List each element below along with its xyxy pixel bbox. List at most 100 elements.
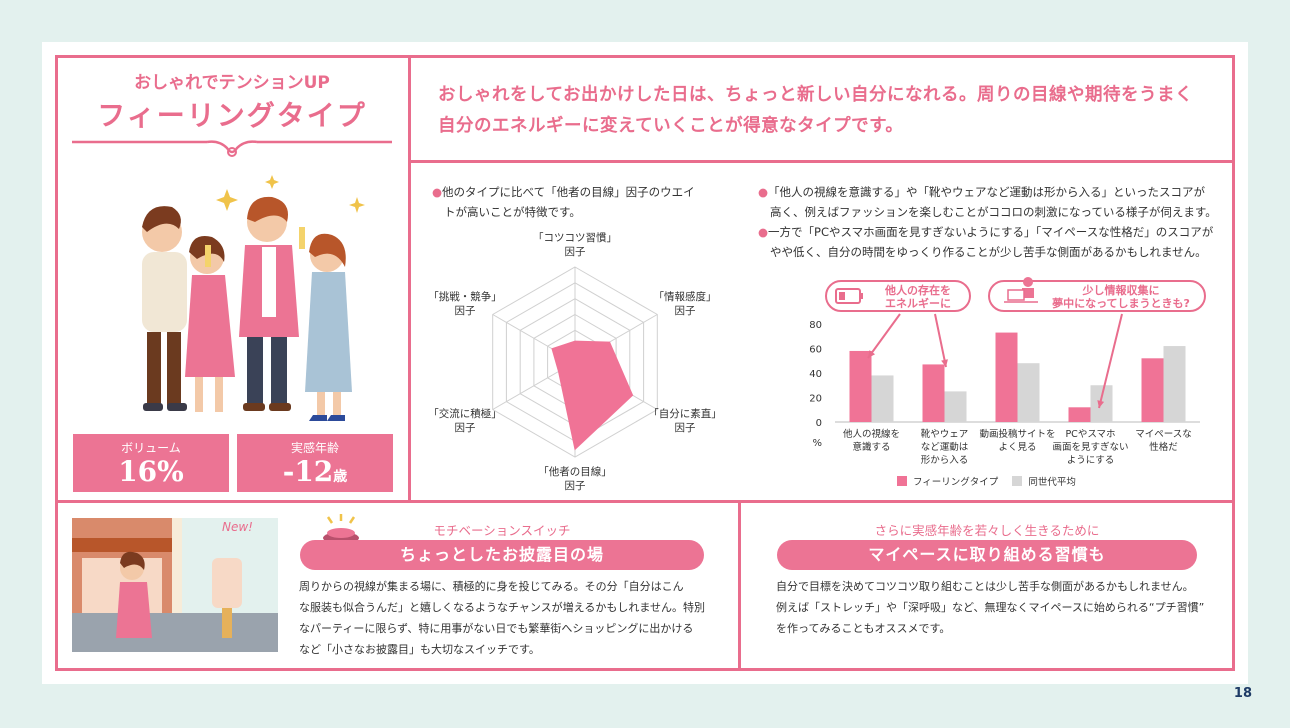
x-category-label-line: PCやスマホ xyxy=(1065,429,1116,440)
battery-icon xyxy=(835,288,863,304)
radar-axis-label-suffix: 因子 xyxy=(454,421,476,434)
callout-info-line-2: 夢中になってしまうときも? xyxy=(1052,297,1190,310)
stat-volume: ボリューム 16% xyxy=(73,434,229,492)
frame xyxy=(55,55,1235,671)
motivation-line-2: な服装も似合うんだ」と嬉しくなるようなチャンスが増えるかもしれません。特別 xyxy=(299,601,706,614)
radar-axis-label: 「情報感度」 因子 xyxy=(640,290,730,318)
legend-swatch-average xyxy=(1012,476,1023,486)
radar-note-line-1: 他のタイプに比べて「他者の目線」因子のウエイ xyxy=(442,185,695,199)
stat-age-value: -12歳 xyxy=(282,455,348,488)
radar-axis-label: 「コツコツ習慣」 因子 xyxy=(530,231,620,259)
callout-arrow xyxy=(867,313,901,359)
callout-arrow xyxy=(1098,313,1123,409)
chart-legend: フィーリングタイプ 同世代平均 xyxy=(897,474,1076,488)
bar-average xyxy=(1163,346,1186,422)
radar-chart xyxy=(492,266,658,458)
stat-volume-label: ボリューム xyxy=(121,441,181,455)
callout-arrow xyxy=(934,313,947,368)
radar-note: ●他のタイプに比べて「他者の目線」因子のウエイ トが高いことが特徴です。 xyxy=(432,182,762,222)
note2-line-1: 一方で「PCやスマホ画面を見すぎないようにする」「マイペースな性格だ」のスコアが xyxy=(768,225,1214,239)
y-tick-label: 80 xyxy=(809,320,822,331)
new-sign: New! xyxy=(222,520,253,534)
radar-axis-label-name: 「交流に積極」 xyxy=(428,407,502,420)
page: おしゃれでテンションUP フィーリングタイプ xyxy=(42,42,1248,684)
motivation-text: 周りからの視線が集まる場に、積極的に身を投じてみる。その分「自分はこん な服装も… xyxy=(299,576,729,660)
radar-axis-label-name: 「コツコツ習慣」 xyxy=(533,232,617,244)
radar-axis-label-suffix: 因子 xyxy=(564,480,586,492)
stat-volume-value: 16% xyxy=(118,455,184,488)
x-category-label-line: 性格だ xyxy=(1149,442,1178,453)
type-title: フィーリングタイプ xyxy=(97,99,367,132)
younger-pill: マイペースに取り組める習慣も xyxy=(777,540,1197,570)
bullet-dot-icon: ● xyxy=(758,185,769,199)
page-number: 18 xyxy=(1233,686,1252,701)
type-subtitle: おしゃれでテンションUP xyxy=(134,73,330,93)
y-tick-label: 40 xyxy=(809,369,822,380)
note2-line-2: やや低く、自分の時間をゆっくり作ることが少し苦手な側面があるかもしれません。 xyxy=(770,245,1207,259)
x-category-label: 他人の視線を 意識する xyxy=(832,428,912,454)
motivation-line-4: など「小さなお披露目」も大切なスイッチです。 xyxy=(299,643,540,656)
divider-bottom xyxy=(738,500,741,671)
x-category-label-line: 他人の視線を xyxy=(842,429,900,440)
x-category-label-line: マイペースな xyxy=(1135,429,1192,440)
laptop-person-icon xyxy=(1004,277,1038,303)
x-category-label-line: ようにする xyxy=(1066,455,1115,466)
x-category-label-line: よく見る xyxy=(998,442,1037,453)
bar-average xyxy=(944,391,967,422)
younger-line-2: 例えば「ストレッチ」や「深呼吸」など、無理なくマイペースに始められる“プチ習慣” xyxy=(776,601,1205,614)
motivation-pill: ちょっとしたお披露目の場 xyxy=(300,540,704,570)
bar-feeling xyxy=(922,364,945,422)
radar-axis-label-suffix: 因子 xyxy=(564,246,586,258)
note1-line-2: 高く、例えばファッションを楽しむことがココロの刺激になっている様子が伺えます。 xyxy=(770,205,1217,219)
legend-label-average: 同世代平均 xyxy=(1028,477,1076,488)
shop-window-illustration: New! xyxy=(72,518,278,652)
radar-axis-label: 「自分に素直」 因子 xyxy=(640,407,730,435)
bar-chart: 80 60 40 20 0% xyxy=(809,313,1200,449)
bar-average xyxy=(871,375,894,422)
radar-note-line-2: トが高いことが特徴です。 xyxy=(444,205,581,219)
x-category-label-line: 動画投稿サイトを xyxy=(979,429,1056,440)
x-category-label-line: 画面を見すぎない xyxy=(1052,442,1129,453)
callout-arrow-head xyxy=(1097,400,1105,408)
stat-age: 実感年齢 -12歳 xyxy=(237,434,393,492)
x-category-label-line: 靴やウェア xyxy=(920,429,969,440)
younger-header: さらに実感年齢を若々しく生きるために xyxy=(874,523,1100,538)
callout-arrow-head xyxy=(941,359,948,367)
bar-feeling xyxy=(1068,407,1091,422)
bar-feeling xyxy=(995,332,1018,422)
note1-line-1: 「他人の視線を意識する」や「靴やウェアなど運動は形から入る」といったスコアが xyxy=(768,185,1206,199)
type-description: おしゃれをしてお出かけした日は、ちょっと新しい自分になれる。周りの目線や期待をう… xyxy=(438,80,1218,142)
bullet-dot-icon: ● xyxy=(432,185,443,199)
younger-line-1: 自分で目標を決めてコツコツ取り組むことは少し苦手な側面があるかもしれません。 xyxy=(776,580,1194,593)
younger-line-3: を作ってみることもオススメです。 xyxy=(776,622,951,635)
x-category-label: 動画投稿サイトを よく見る xyxy=(978,428,1058,454)
y-unit-label: % xyxy=(812,438,822,449)
divider-horizontal-top xyxy=(408,160,1235,163)
x-category-label: PCやスマホ画面を見すぎない ようにする xyxy=(1051,428,1131,467)
radar-axis-label-name: 「挑戦・競争」 xyxy=(428,290,502,303)
motivation-line-1: 周りからの視線が集まる場に、積極的に身を投じてみる。その分「自分はこん xyxy=(299,580,684,593)
bar-average xyxy=(1017,363,1040,422)
callout-energy-line-1: 他人の存在を xyxy=(885,284,951,297)
motivation-line-3: なパーティーに限らず、特に用事がない日でも繁華街へショッピングに出かける xyxy=(299,622,694,635)
divider-left xyxy=(408,55,411,503)
divider-horizontal-middle xyxy=(55,500,1235,503)
y-tick-label: 20 xyxy=(809,394,822,405)
x-category-label-line: 意識する xyxy=(852,442,891,453)
stat-age-unit: 歳 xyxy=(333,469,348,485)
callout-energy-line-2: エネルギーに xyxy=(885,297,951,310)
radar-axis-label: 「交流に積極」 因子 xyxy=(420,407,510,435)
x-category-label: 靴やウェア など運動は 形から入る xyxy=(905,428,985,467)
radar-axis-label-suffix: 因子 xyxy=(674,421,696,434)
callout-info: 少し情報収集に 夢中になってしまうときも? xyxy=(988,280,1206,312)
description-line-2: 自分のエネルギーに変えていくことが得意なタイプです。 xyxy=(438,116,904,136)
radar-axis-label-name: 「自分に素直」 xyxy=(648,407,722,420)
people-illustration xyxy=(142,175,365,421)
bar-feeling xyxy=(1141,358,1164,422)
radar-value-area xyxy=(551,340,634,451)
bullet-dot-icon: ● xyxy=(758,225,769,239)
y-tick-label: 0 xyxy=(816,418,822,429)
ornament-divider xyxy=(72,140,392,157)
bar-feeling xyxy=(849,350,872,422)
radar-axis-label-suffix: 因子 xyxy=(674,304,696,317)
